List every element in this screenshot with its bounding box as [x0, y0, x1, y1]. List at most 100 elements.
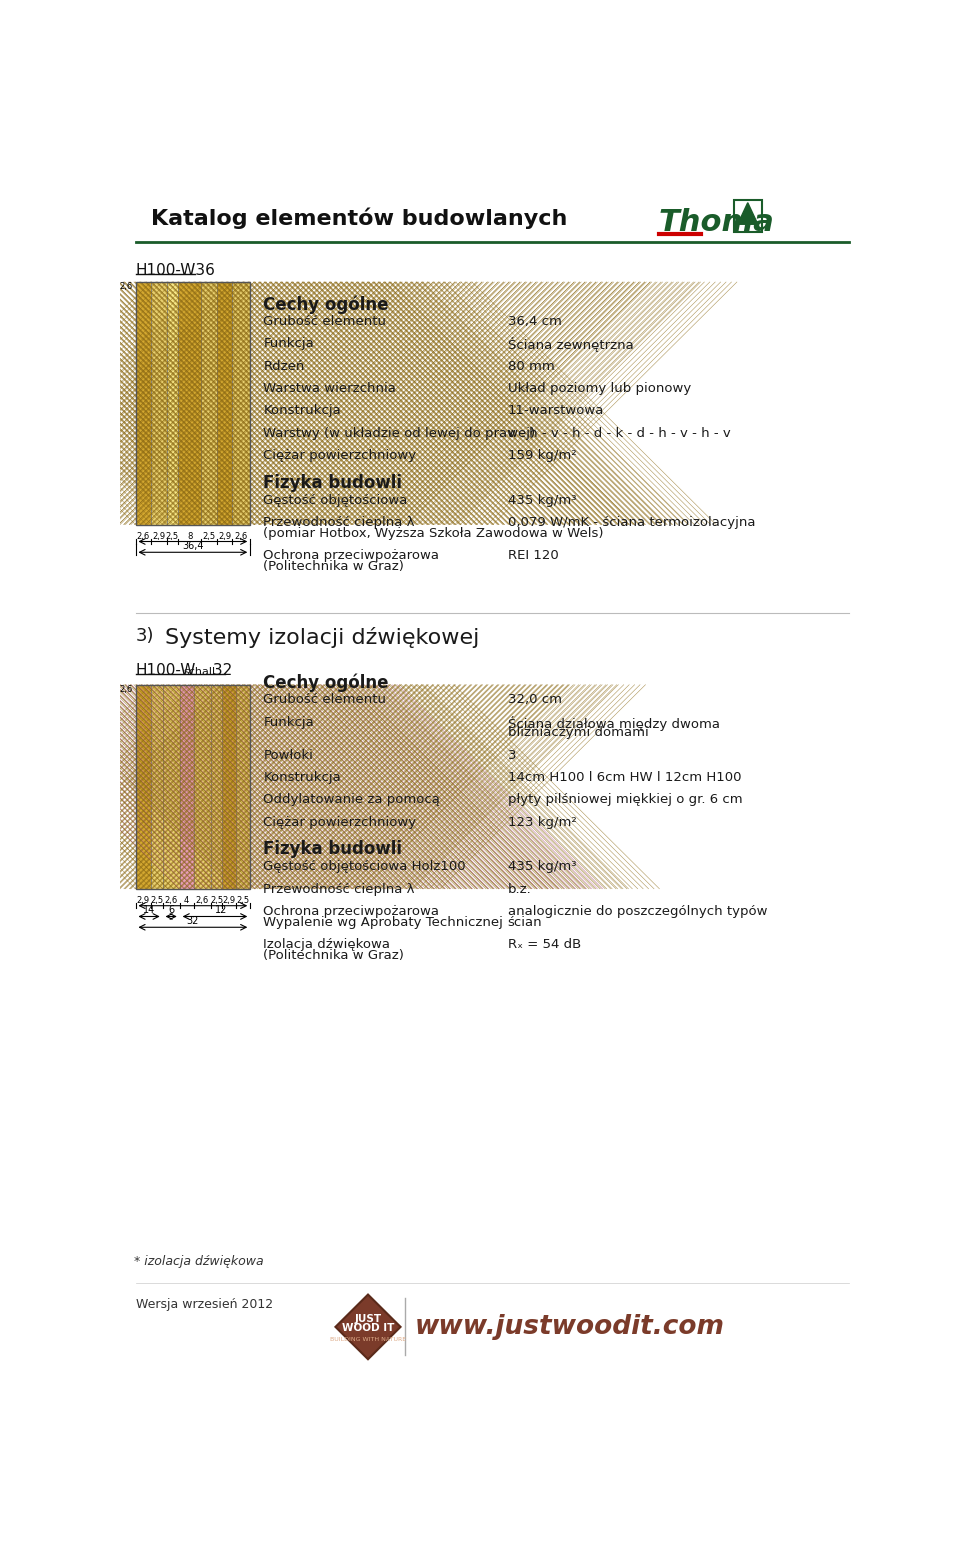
Text: Rₓ = 54 dB: Rₓ = 54 dB: [508, 938, 581, 950]
Bar: [194, 684, 210, 889]
Text: Konstrukcja: Konstrukcja: [263, 404, 341, 418]
Text: www.justwoodit.com: www.justwoodit.com: [415, 1314, 725, 1341]
Text: 123 kg/m²: 123 kg/m²: [508, 816, 576, 828]
Text: (pomiar Hotbox, Wyższa Szkoła Zawodowa w Wels): (pomiar Hotbox, Wyższa Szkoła Zawodowa w…: [263, 526, 604, 540]
Text: H100-W: H100-W: [135, 663, 196, 678]
Text: 2,6: 2,6: [136, 533, 150, 542]
Text: Fizyka budowli: Fizyka budowli: [263, 474, 402, 492]
Bar: [166, 282, 179, 525]
Text: 2,9: 2,9: [153, 533, 165, 542]
Bar: [151, 282, 166, 525]
Text: bliźniaczymi domami: bliźniaczymi domami: [508, 726, 648, 740]
Text: WOOD IT: WOOD IT: [342, 1324, 395, 1333]
Text: 12: 12: [215, 906, 227, 915]
Text: Gęstość objętościowa: Gęstość objętościowa: [263, 494, 408, 506]
Text: schall: schall: [183, 667, 216, 676]
Text: 6: 6: [168, 906, 174, 915]
Text: Oddylatowanie za pomocą: Oddylatowanie za pomocą: [263, 793, 441, 807]
Bar: [180, 684, 194, 889]
Text: 2,5: 2,5: [151, 896, 163, 906]
Text: Izolacja dźwiękowa: Izolacja dźwiękowa: [263, 938, 391, 950]
Text: Grubość elementu: Grubość elementu: [263, 316, 386, 328]
Text: JUST: JUST: [354, 1314, 381, 1324]
Text: 36,4 cm: 36,4 cm: [508, 316, 562, 328]
Text: Warstwa wierzchnia: Warstwa wierzchnia: [263, 382, 396, 395]
Text: Ochrona przeciwpożarowa: Ochrona przeciwpożarowa: [263, 550, 440, 562]
Text: (Politechnika w Graz): (Politechnika w Graz): [263, 949, 404, 961]
Text: REI 120: REI 120: [508, 550, 559, 562]
Text: * izolacja dźwiękowa: * izolacja dźwiękowa: [134, 1254, 264, 1268]
Text: 2,9: 2,9: [218, 533, 231, 542]
Bar: [135, 684, 151, 889]
Text: Przewodność cieplna λ: Przewodność cieplna λ: [263, 515, 415, 529]
Text: Katalog elementów budowlanych: Katalog elementów budowlanych: [151, 207, 567, 229]
Text: Gęstość objętościowa Holz100: Gęstość objętościowa Holz100: [263, 861, 466, 873]
Text: 11-warstwowa: 11-warstwowa: [508, 404, 604, 418]
Text: 2,5: 2,5: [166, 533, 179, 542]
Bar: [162, 684, 180, 889]
Bar: [135, 282, 151, 525]
Text: 435 kg/m³: 435 kg/m³: [508, 494, 576, 506]
Bar: [210, 684, 223, 889]
Text: 2,6: 2,6: [234, 533, 248, 542]
Text: Rdzeń: Rdzeń: [263, 359, 304, 373]
Text: ścian: ścian: [508, 916, 542, 929]
Text: 80 mm: 80 mm: [508, 359, 554, 373]
Text: 14cm H100 l 6cm HW l 12cm H100: 14cm H100 l 6cm HW l 12cm H100: [508, 771, 741, 783]
Text: 435 kg/m³: 435 kg/m³: [508, 861, 576, 873]
Text: H100-W36: H100-W36: [135, 263, 215, 277]
Text: płyty pilśniowej miękkiej o gr. 6 cm: płyty pilśniowej miękkiej o gr. 6 cm: [508, 793, 742, 807]
Text: 2,5: 2,5: [210, 896, 223, 906]
Text: 2,5: 2,5: [237, 896, 250, 906]
Polygon shape: [737, 203, 757, 224]
Text: Przewodność cieplna λ: Przewodność cieplna λ: [263, 882, 415, 896]
Text: 32: 32: [208, 663, 232, 678]
Bar: [179, 282, 202, 525]
Bar: [135, 282, 251, 525]
Text: Grubość elementu: Grubość elementu: [263, 694, 386, 706]
Text: Thoma: Thoma: [659, 209, 775, 237]
Text: 36,4: 36,4: [182, 540, 204, 551]
Text: Systemy izolacji dźwiękowej: Systemy izolacji dźwiękowej: [165, 627, 479, 649]
Bar: [733, 200, 761, 232]
Text: Ciężar powierzchniowy: Ciężar powierzchniowy: [263, 816, 417, 828]
Text: b.z.: b.z.: [508, 882, 531, 896]
Text: 2,6: 2,6: [119, 282, 132, 291]
Text: Ochrona przeciwpożarowa: Ochrona przeciwpożarowa: [263, 906, 440, 918]
Text: 2,6: 2,6: [196, 896, 208, 906]
Text: 8: 8: [187, 533, 192, 542]
Text: 159 kg/m²: 159 kg/m²: [508, 449, 576, 463]
Polygon shape: [335, 1294, 400, 1359]
Text: 2,9: 2,9: [136, 896, 150, 906]
Text: Powłoki: Powłoki: [263, 749, 313, 762]
Text: Ściana działowa między dwoma: Ściana działowa między dwoma: [508, 715, 719, 731]
Bar: [746, 224, 750, 229]
Text: 2,6: 2,6: [164, 896, 178, 906]
Text: 2,6: 2,6: [119, 684, 132, 694]
Bar: [217, 282, 232, 525]
Text: Ściana zewnętrzna: Ściana zewnętrzna: [508, 337, 634, 353]
Text: Wersja wrzesień 2012: Wersja wrzesień 2012: [135, 1299, 273, 1311]
Text: v - h - v - h - d - k - d - h - v - h - v: v - h - v - h - d - k - d - h - v - h - …: [508, 427, 731, 440]
Text: Cechy ogólne: Cechy ogólne: [263, 673, 389, 692]
Text: 3): 3): [135, 627, 154, 646]
Text: (Politechnika w Graz): (Politechnika w Graz): [263, 560, 404, 573]
Bar: [202, 282, 217, 525]
Text: Ciężar powierzchniowy: Ciężar powierzchniowy: [263, 449, 417, 463]
Text: 2,5: 2,5: [203, 533, 216, 542]
Bar: [151, 684, 162, 889]
Bar: [223, 684, 236, 889]
Bar: [236, 684, 251, 889]
Text: Funkcja: Funkcja: [263, 715, 314, 729]
Text: 32,0 cm: 32,0 cm: [508, 694, 562, 706]
Text: Cechy ogólne: Cechy ogólne: [263, 296, 389, 314]
Text: 4: 4: [184, 896, 189, 906]
Text: 0,079 W/mK - ściana termoizolacyjna: 0,079 W/mK - ściana termoizolacyjna: [508, 515, 755, 529]
Text: Wypalenie wg Aprobaty Technicznej: Wypalenie wg Aprobaty Technicznej: [263, 916, 503, 929]
Bar: [135, 684, 251, 889]
Text: 2,9: 2,9: [223, 896, 236, 906]
Text: 3: 3: [508, 749, 516, 762]
Text: Funkcja: Funkcja: [263, 337, 314, 350]
Text: 14: 14: [142, 906, 155, 915]
Text: analogicznie do poszczególnych typów: analogicznie do poszczególnych typów: [508, 906, 767, 918]
